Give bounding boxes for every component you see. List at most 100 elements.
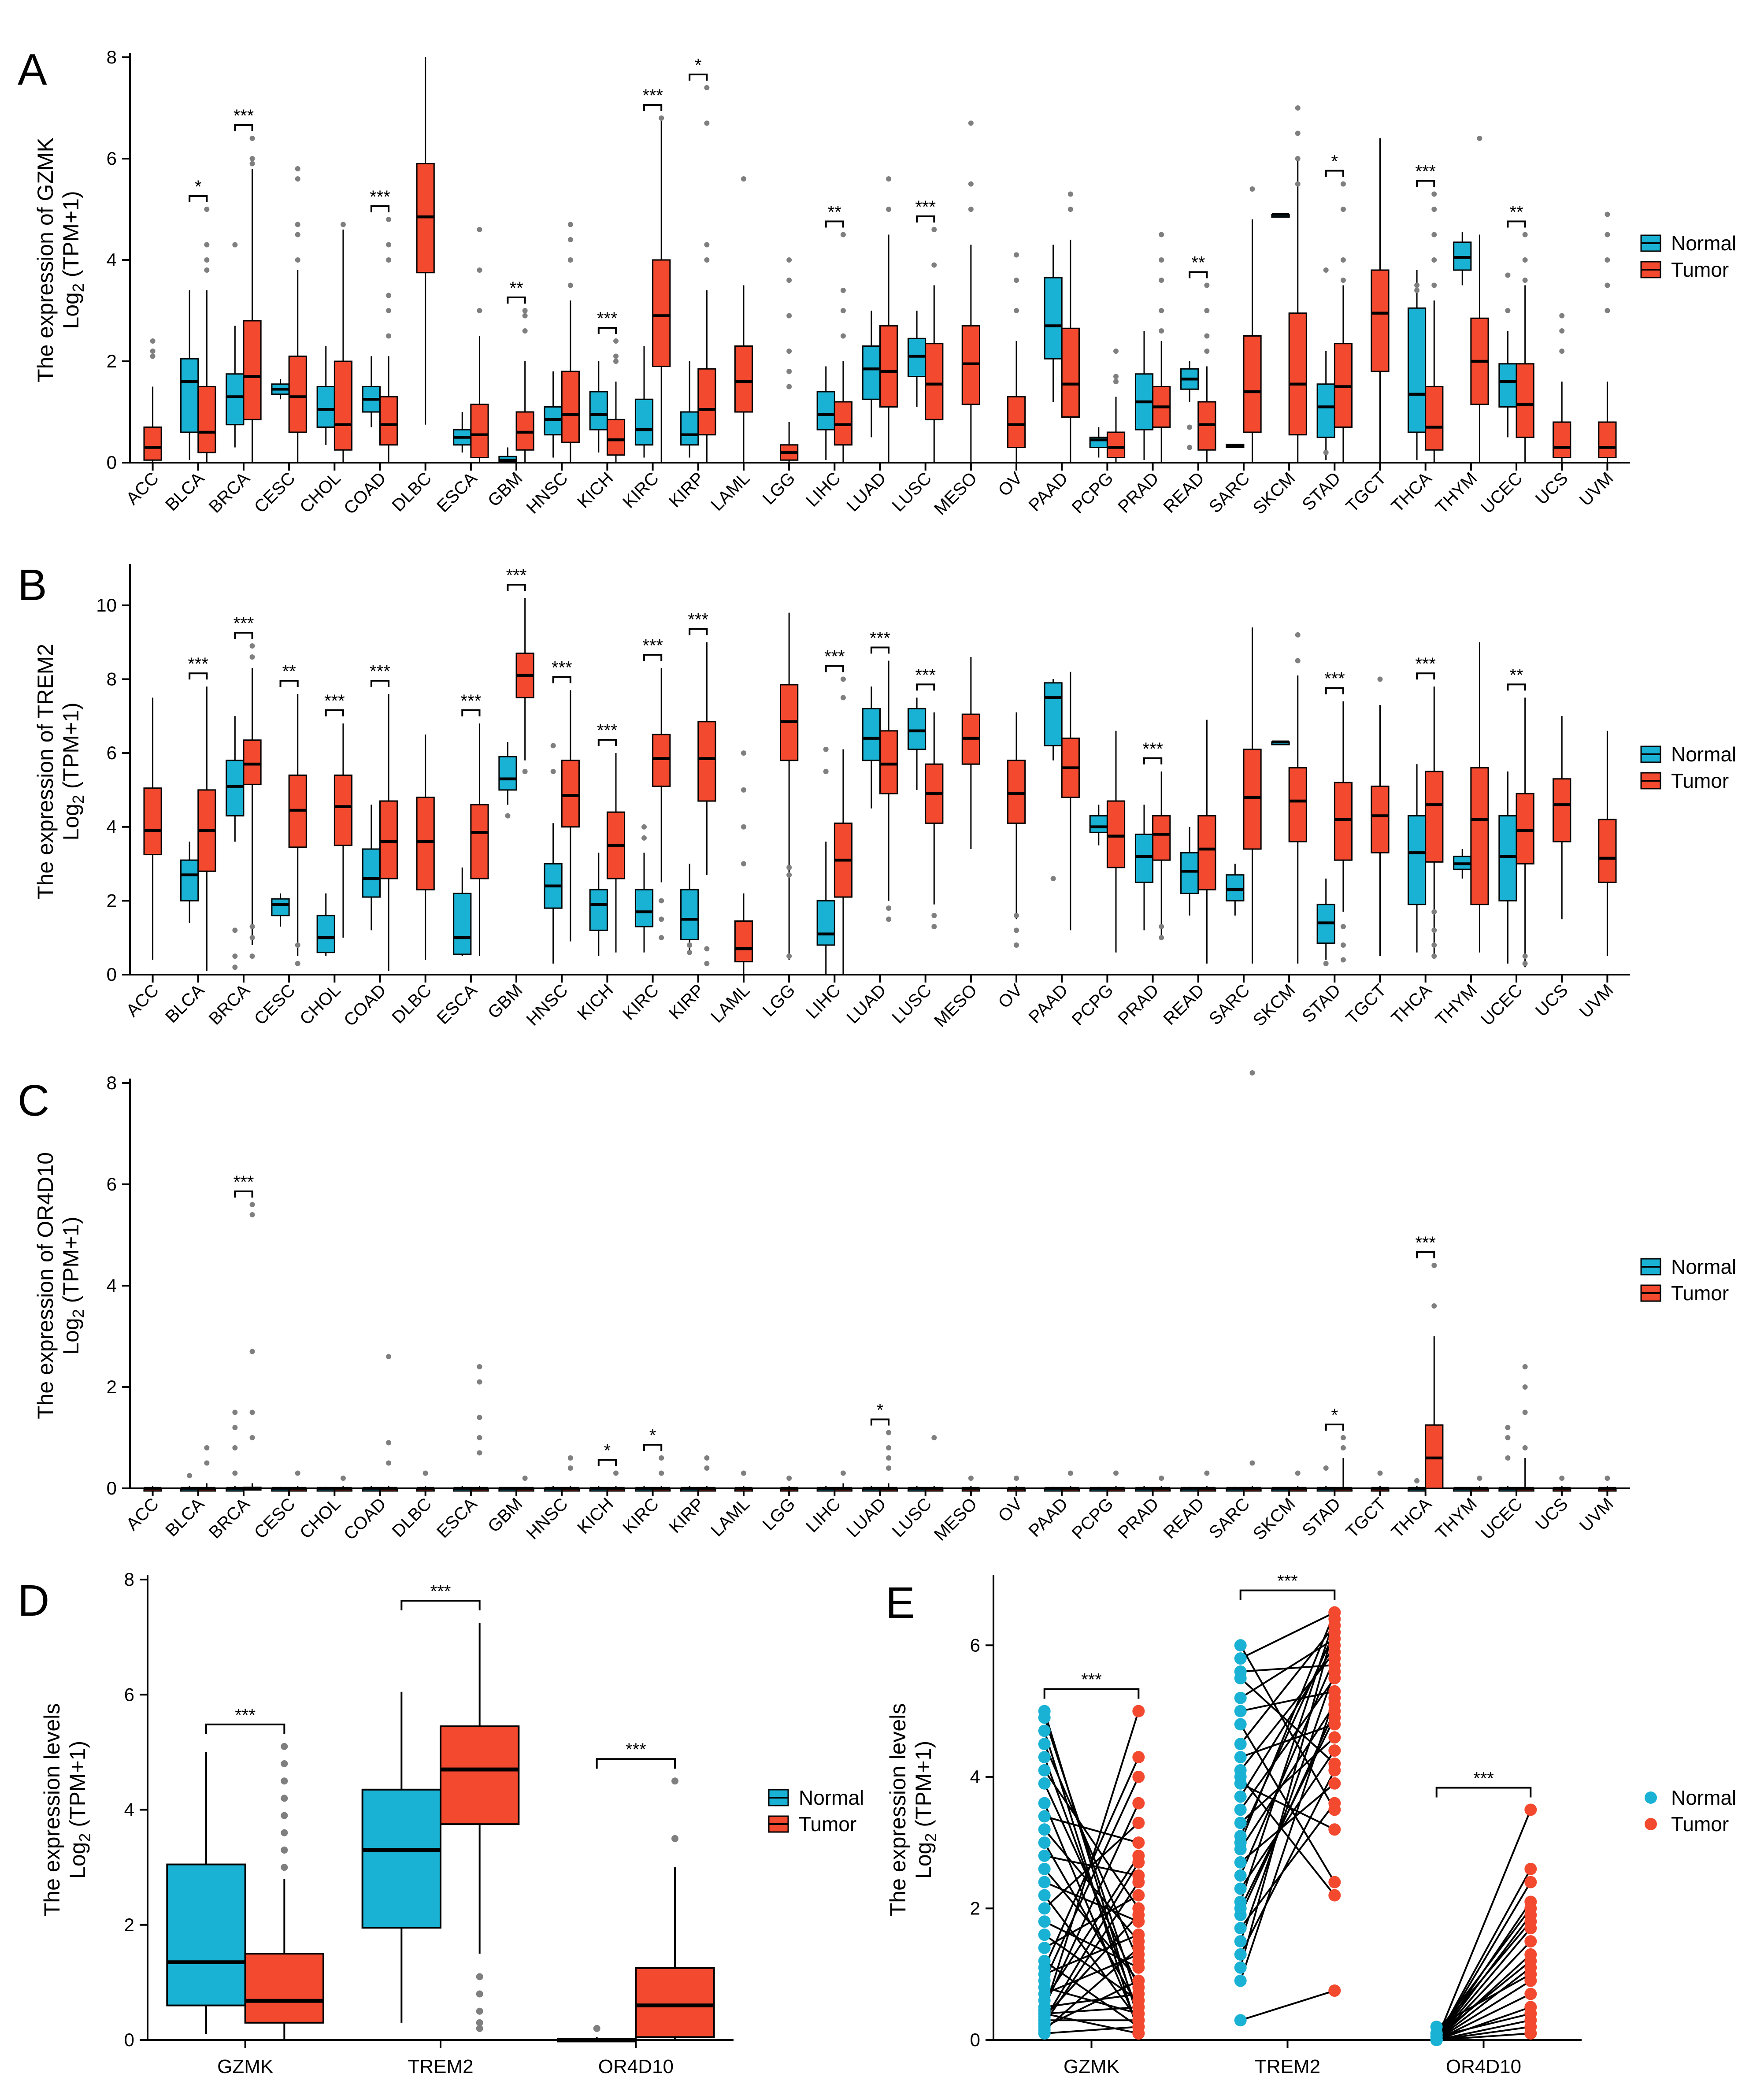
box-tumor-coad: [379, 694, 398, 971]
significance-label: **: [1509, 665, 1523, 685]
significance-thca: ***: [1415, 654, 1436, 680]
point-normal: [1038, 1942, 1051, 1954]
significance-label: ***: [597, 721, 618, 740]
outlier-tumor: [477, 267, 482, 273]
box-normal-kirc: [634, 853, 654, 953]
outlier-tumor: [1431, 232, 1437, 237]
legend-C: Normal Tumor: [1640, 1255, 1736, 1305]
outlier-tumor: [1559, 1476, 1565, 1481]
outlier-tumor: [386, 242, 392, 248]
box-tumor-kich: [606, 753, 626, 953]
outlier-tumor: [477, 308, 482, 313]
outlier-tumor: [477, 1435, 482, 1440]
significance-bracket: [597, 1459, 617, 1466]
box-tumor-lgg: [780, 612, 799, 960]
y-axis-label-subscript: 2: [76, 1833, 94, 1842]
box-tumor-read: [1197, 366, 1216, 463]
point-tumor: [1132, 1889, 1145, 1902]
significance-bracket: [325, 709, 344, 717]
significance-label: ***: [915, 197, 936, 217]
significance-esca: ***: [461, 691, 481, 717]
box-body: [197, 386, 216, 453]
outlier-tumor: [477, 1450, 482, 1456]
box-tumor-thca: [1425, 1336, 1444, 1489]
outlier-tumor: [840, 1470, 846, 1476]
box-normal-paad: [1044, 1487, 1063, 1492]
significance-label: ***: [370, 187, 390, 207]
box-body: [1470, 767, 1489, 905]
box-normal-skcm: [1271, 213, 1290, 218]
outlier-tumor: [1159, 278, 1164, 283]
box-normal-lihc: [816, 842, 835, 975]
point-tumor: [1328, 1711, 1341, 1724]
outlier-tumor: [1204, 333, 1210, 339]
point-tumor: [1524, 2007, 1537, 2020]
outlier-normal: [232, 953, 238, 959]
box-body: [243, 320, 262, 420]
outlier-tumor: [1522, 278, 1528, 283]
pair-line: [1435, 1809, 1532, 2040]
outlier-tumor: [1559, 313, 1565, 319]
box-tumor-lihc: [834, 361, 853, 463]
outlier-tumor: [281, 1812, 288, 1819]
significance-trem2: ***: [400, 1582, 481, 1610]
y-axis-label-line2: Log: [59, 292, 83, 329]
y-axis-label: The expression levelsLog2 (TPM+1): [886, 1703, 940, 1917]
y-tick-label: 2: [107, 351, 117, 371]
box-tumor-ov: [1007, 1486, 1026, 1492]
point-normal: [1038, 1797, 1051, 1810]
outlier-normal: [550, 769, 556, 774]
pair-line: [1239, 1698, 1336, 1981]
outlier-tumor: [1113, 349, 1119, 354]
outlier-tumor: [386, 333, 392, 339]
outlier-tumor: [1295, 181, 1301, 187]
outlier-tumor: [704, 242, 710, 248]
significance-bracket: [461, 709, 481, 717]
box-body: [226, 373, 245, 426]
point-tumor: [1524, 1935, 1537, 1948]
box-tumor-kirc: [652, 668, 671, 883]
box-tumor-lusc: [925, 712, 944, 905]
box-tumor-hnsc: [561, 300, 580, 463]
x-tick-label-trem2: TREM2: [1255, 2056, 1320, 2077]
box-body: [1371, 786, 1390, 853]
significance-blca: ***: [188, 654, 208, 680]
significance-label: **: [1191, 253, 1205, 273]
outlier-tumor: [741, 750, 746, 756]
pair-line: [1436, 1967, 1531, 2041]
pair-line: [1044, 1828, 1139, 1942]
point-normal: [1234, 1856, 1247, 1869]
outlier-tumor: [1113, 374, 1119, 379]
box-body: [680, 411, 699, 446]
outlier-normal: [232, 1470, 238, 1476]
outlier-tumor: [741, 824, 746, 830]
box-tumor-prad: [1152, 1486, 1171, 1492]
outlier-tumor: [1522, 1445, 1528, 1450]
point-tumor: [1524, 1803, 1537, 1816]
outlier-tumor: [1477, 136, 1482, 141]
outlier-tumor: [786, 313, 792, 319]
outlier-tumor: [249, 161, 255, 167]
box-tumor-uvm: [1598, 382, 1617, 463]
box-normal-prad: [1134, 805, 1154, 931]
outlier-tumor: [704, 85, 710, 90]
x-tick-label-gzmk: GZMK: [1064, 2056, 1119, 2077]
box-normal-read: [1180, 1487, 1199, 1492]
y-tick-label: 2: [107, 890, 117, 911]
outlier-tumor: [477, 1379, 482, 1385]
point-tumor: [1328, 1639, 1341, 1652]
outlier-tumor: [1295, 130, 1301, 136]
significance-label: ***: [506, 566, 527, 585]
outlier-tumor: [1431, 942, 1437, 948]
outlier-tumor: [1067, 207, 1073, 212]
significance-bracket: [825, 220, 844, 228]
point-tumor: [1132, 1988, 1145, 2000]
pair-line: [1044, 1895, 1139, 2021]
outlier-tumor: [840, 308, 846, 313]
significance-label: **: [828, 203, 841, 222]
box-body: [1598, 819, 1617, 883]
outlier-tumor: [1014, 942, 1019, 948]
significance-lihc: ***: [824, 647, 845, 672]
